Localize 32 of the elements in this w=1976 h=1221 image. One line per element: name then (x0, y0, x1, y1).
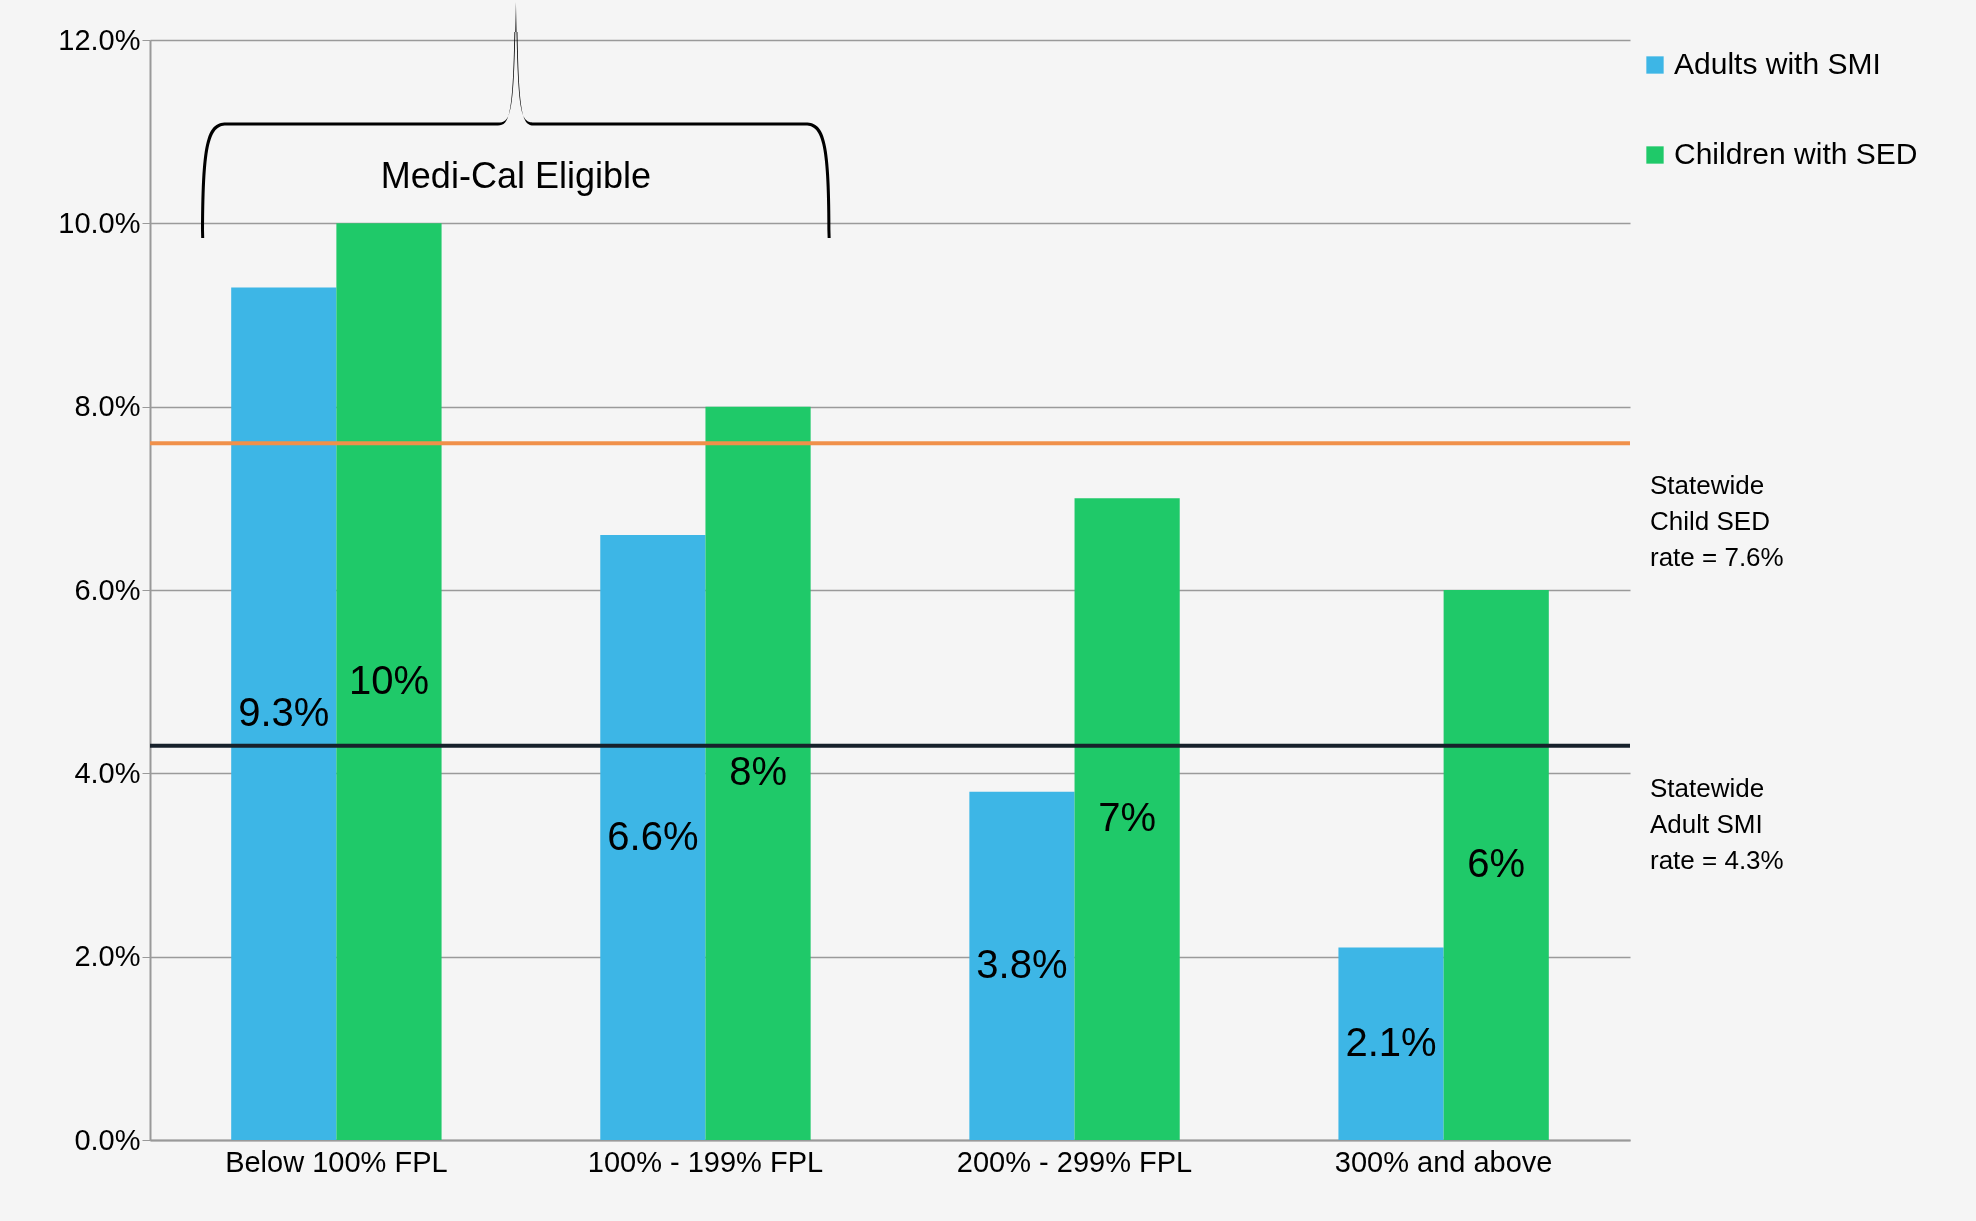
y-tick-label: 4.0% (74, 756, 141, 789)
data-label: 6% (1467, 841, 1526, 885)
data-label: 10% (348, 657, 430, 702)
x-tick-label: Below 100% FPL (225, 1145, 448, 1178)
legend-label: Children with SED (1674, 137, 1918, 170)
y-tick-label: 2.0% (74, 940, 141, 973)
data-label: 7% (1098, 795, 1157, 840)
legend-label: Adults with SMI (1674, 47, 1881, 80)
data-label: 9.3% (238, 689, 330, 734)
data-label: 8% (729, 749, 787, 794)
bar (969, 791, 1075, 1140)
x-tick-label: 300% and above (1334, 1145, 1553, 1178)
y-tick-label: 6.0% (74, 573, 141, 606)
bar (231, 287, 337, 1140)
y-tick-label: 8.0% (74, 390, 141, 423)
bar (1074, 498, 1180, 1140)
y-tick-label: 12.0% (58, 23, 141, 56)
bar (1338, 947, 1444, 1140)
y-tick-label: 0.0% (74, 1123, 141, 1156)
bar (600, 535, 706, 1140)
bar (705, 406, 811, 1140)
data-label: 3.8% (976, 941, 1068, 986)
annotation: Medi-Cal Eligible (380, 154, 651, 196)
x-tick-label: 200% - 299% FPL (956, 1145, 1193, 1178)
ref-line-label: Statewide Child SED rate = 7.6% (1650, 470, 1784, 573)
bar (1443, 590, 1549, 1140)
data-label: 2.1% (1345, 1019, 1437, 1064)
bar (336, 223, 442, 1140)
x-tick-label: 100% - 199% FPL (587, 1145, 824, 1178)
data-label: 6.6% (607, 813, 699, 858)
y-tick-label: 10.0% (58, 206, 141, 239)
ref-line-label: Statewide Adult SMI rate = 4.3% (1650, 772, 1784, 875)
